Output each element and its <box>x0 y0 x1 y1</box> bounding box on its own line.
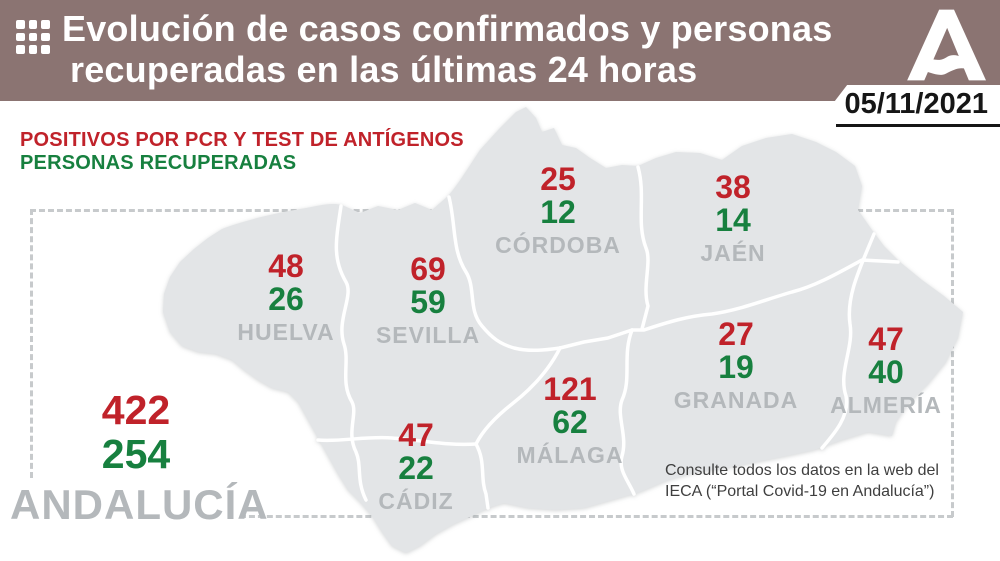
province-positives: 38 <box>715 169 751 205</box>
date-underline <box>836 124 1000 127</box>
grid-icon <box>16 20 50 54</box>
province-recovered: 19 <box>718 349 754 385</box>
province-jaen: 38 14 JAÉN <box>653 171 813 267</box>
title-line2: recuperadas en las últimas 24 horas <box>70 49 698 90</box>
border-sevilla-cadiz <box>316 435 478 447</box>
province-recovered: 12 <box>540 194 576 230</box>
province-name: CÓRDOBA <box>495 232 621 258</box>
province-positives: 48 <box>268 248 304 284</box>
province-cadiz: 47 22 CÁDIZ <box>336 419 496 515</box>
dashed-border-left <box>30 209 33 478</box>
header-band: Evolución de casos confirmados y persona… <box>0 0 1000 101</box>
province-name: HUELVA <box>237 319 335 345</box>
province-recovered: 22 <box>398 450 434 486</box>
border-sevilla-cordoba <box>447 195 562 353</box>
border-sevilla-malaga <box>474 346 562 446</box>
border-huelva-sevilla <box>334 204 368 502</box>
footer-line2: IECA (“Portal Covid-19 en Andalucía”) <box>665 483 935 500</box>
province-name: MÁLAGA <box>516 442 624 468</box>
province-granada: 27 19 GRANADA <box>656 318 816 414</box>
border-cordoba-jaen <box>636 165 650 331</box>
border-granada-malaga <box>618 328 636 496</box>
province-recovered: 14 <box>715 202 751 238</box>
date-value: 05/11/2021 <box>844 88 988 120</box>
border-granada-almeria <box>820 232 876 450</box>
region-name: ANDALUCÍA <box>10 481 269 528</box>
province-positives: 69 <box>410 251 446 287</box>
border-cadiz-malaga <box>474 442 490 510</box>
junta-de-andalucia-logo-icon <box>907 9 986 81</box>
legend-positives-label: POSITIVOS POR PCR Y TEST DE ANTÍGENOS <box>20 129 464 151</box>
province-recovered: 40 <box>868 354 904 390</box>
legend: POSITIVOS POR PCR Y TEST DE ANTÍGENOS PE… <box>20 129 464 175</box>
total-recovered: 254 <box>101 431 171 477</box>
date-badge: 05/11/2021 <box>818 85 1000 123</box>
total-positives: 422 <box>101 387 171 433</box>
province-sevilla: 69 59 SEVILLA <box>348 253 508 349</box>
province-positives: 25 <box>540 161 576 197</box>
province-malaga: 121 62 MÁLAGA <box>490 373 650 469</box>
province-positives: 27 <box>718 316 754 352</box>
province-positives: 47 <box>868 321 904 357</box>
footer-line1: Consulte todos los datos en la web del <box>665 462 939 479</box>
province-almeria: 47 40 ALMERÍA <box>806 323 966 419</box>
title-line1: Evolución de casos confirmados y persona… <box>62 8 833 49</box>
border-cordoba-malaga <box>558 328 634 350</box>
province-name: SEVILLA <box>375 322 481 348</box>
province-huelva: 48 26 HUELVA <box>206 250 366 346</box>
province-recovered: 26 <box>268 281 304 317</box>
province-name: JAÉN <box>700 240 766 266</box>
footer-note: Consulte todos los datos en la web del I… <box>665 460 939 502</box>
province-positives: 47 <box>398 417 434 453</box>
dashed-border-bottom <box>240 515 953 518</box>
province-recovered: 59 <box>410 284 446 320</box>
legend-recovered-label: PERSONAS RECUPERADAS <box>20 152 297 174</box>
border-jaen-granada <box>630 258 900 332</box>
province-name: GRANADA <box>673 387 799 413</box>
dashed-border-right <box>951 209 954 517</box>
region-total: 422 254 ANDALUCÍA <box>10 387 269 529</box>
province-cordoba: 25 12 CÓRDOBA <box>478 163 638 259</box>
andalucia-outline <box>163 107 963 553</box>
province-recovered: 62 <box>552 404 588 440</box>
province-positives: 121 <box>543 371 597 407</box>
province-name: ALMERÍA <box>830 392 942 418</box>
province-name: CÁDIZ <box>378 488 454 514</box>
page-title: Evolución de casos confirmados y persona… <box>62 8 832 90</box>
